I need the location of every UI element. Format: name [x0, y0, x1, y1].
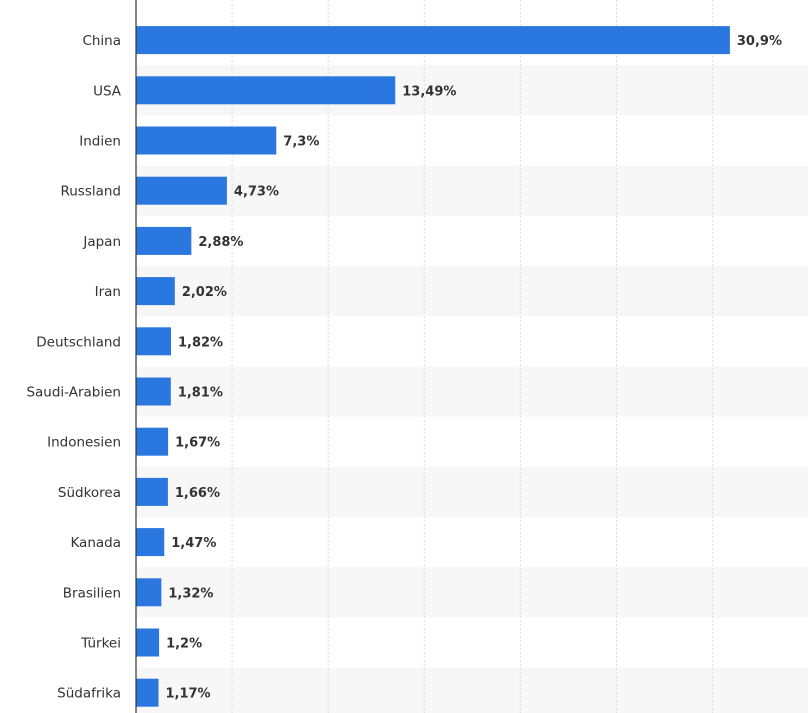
value-label: 1,67%	[175, 436, 220, 451]
category-label: Deutschland	[36, 334, 121, 350]
value-label: 1,82%	[178, 335, 223, 350]
bar[interactable]	[136, 176, 227, 205]
bar[interactable]	[136, 277, 175, 306]
value-label: 7,3%	[283, 135, 319, 150]
bar[interactable]	[136, 76, 396, 105]
value-label: 13,49%	[402, 84, 456, 99]
category-label: Brasilien	[63, 585, 121, 601]
value-label: 1,17%	[165, 687, 210, 702]
value-label: 1,81%	[178, 386, 223, 401]
row-band	[136, 165, 808, 216]
category-label: USA	[93, 83, 122, 99]
bars	[136, 26, 730, 707]
bar[interactable]	[136, 377, 171, 406]
row-band	[136, 366, 808, 417]
value-label: 4,73%	[234, 185, 279, 200]
category-label: Saudi-Arabien	[26, 385, 121, 401]
category-label: Kanada	[70, 535, 121, 551]
category-label: China	[82, 33, 121, 49]
category-label: Japan	[82, 234, 121, 250]
category-label: Russland	[60, 184, 121, 200]
value-labels: 30,9% 13,49% 7,3% 4,73% 2,88% 2,02% 1,82% 1,81%…	[165, 34, 782, 702]
bar[interactable]	[136, 327, 171, 356]
value-label: 1,66%	[175, 486, 220, 501]
bar[interactable]	[136, 678, 159, 707]
bar[interactable]	[136, 126, 277, 155]
value-label: 2,88%	[198, 235, 243, 250]
bar[interactable]	[136, 427, 169, 456]
row-band	[136, 567, 808, 618]
bar[interactable]	[136, 578, 162, 607]
category-label: Indonesien	[47, 435, 121, 451]
bar[interactable]	[136, 26, 730, 55]
bar[interactable]	[136, 528, 165, 557]
value-label: 30,9%	[737, 34, 782, 49]
row-band	[136, 667, 808, 713]
value-label: 1,47%	[171, 536, 216, 551]
row-bands	[136, 65, 808, 713]
value-label: 2,02%	[182, 285, 227, 300]
row-band	[136, 466, 808, 517]
row-band	[136, 266, 808, 317]
category-label: Iran	[95, 284, 121, 300]
category-labels: China USA Indien Russland Japan Iran Deutschla…	[26, 33, 121, 702]
bar[interactable]	[136, 628, 160, 657]
value-label: 1,2%	[166, 637, 202, 652]
value-label: 1,32%	[168, 586, 213, 601]
category-label: Türkei	[80, 636, 121, 652]
category-label: Südafrika	[57, 686, 121, 702]
bar[interactable]	[136, 477, 168, 506]
category-label: Indien	[79, 134, 121, 150]
bar[interactable]	[136, 226, 192, 255]
category-label: Südkorea	[58, 485, 121, 501]
